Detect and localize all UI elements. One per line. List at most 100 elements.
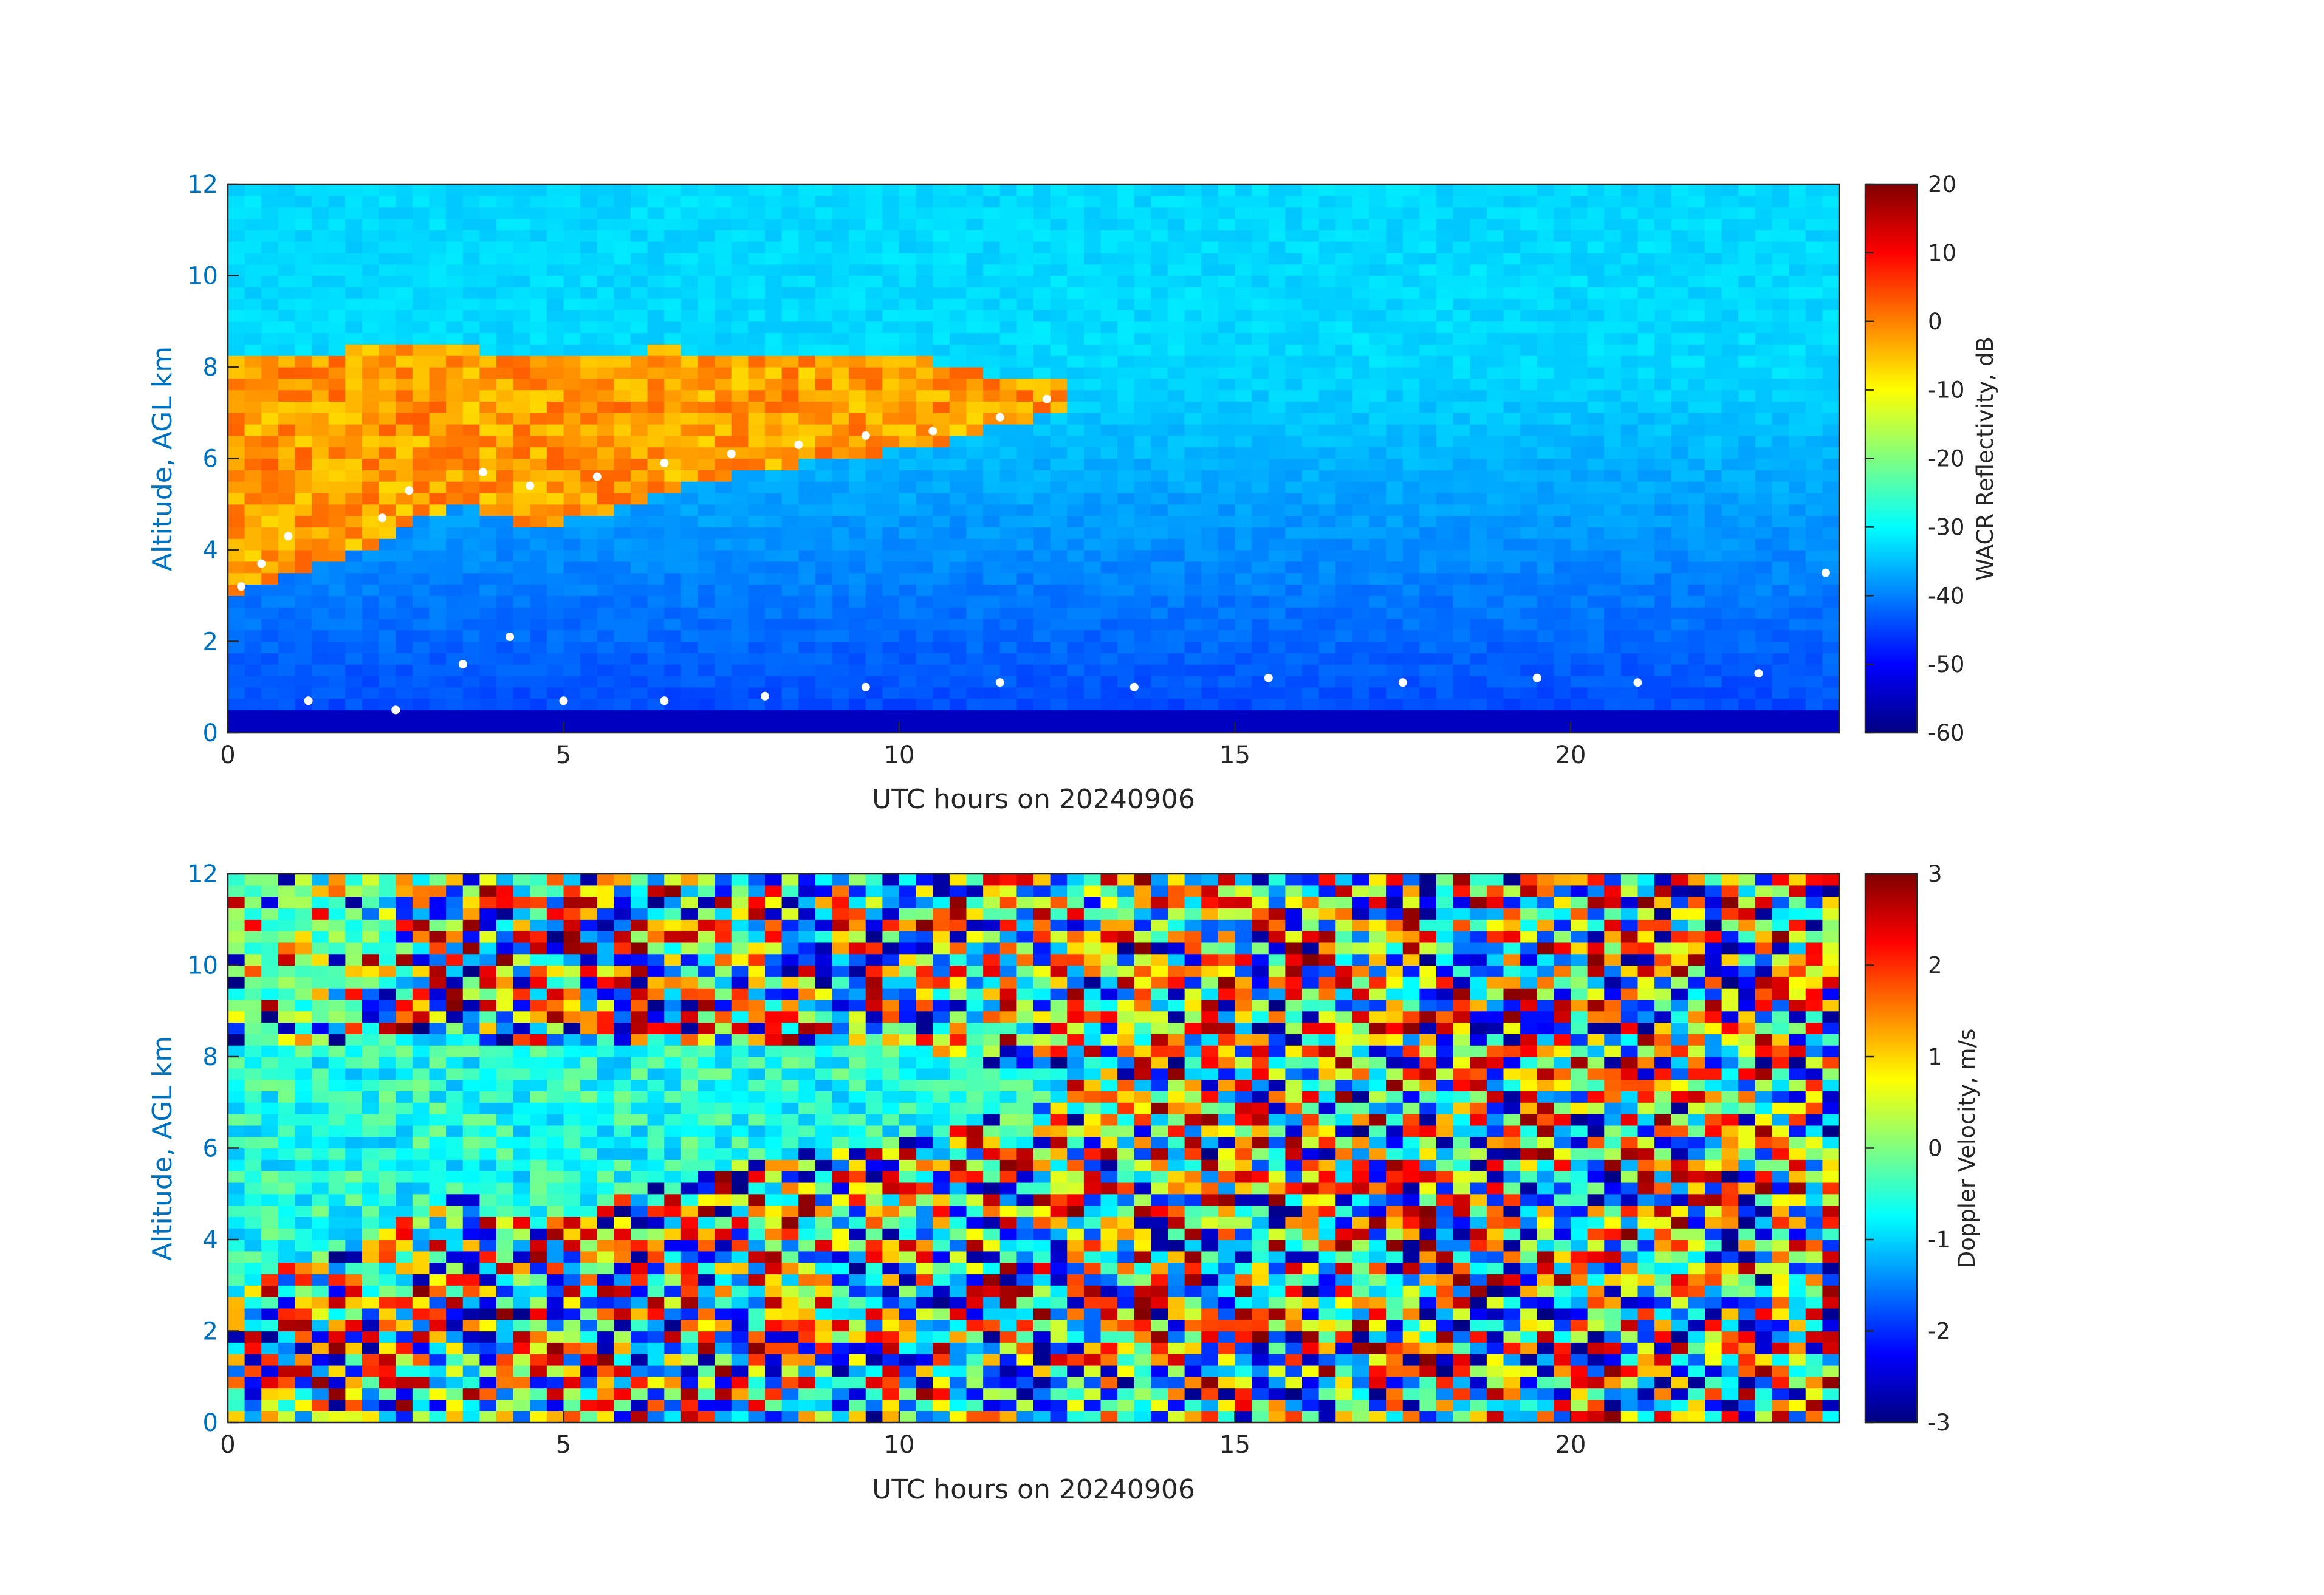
reflectivity-heatmap-cell: [1117, 664, 1135, 676]
reflectivity-heatmap-cell: [1436, 207, 1454, 219]
reflectivity-heatmap-cell: [597, 252, 614, 265]
reflectivity-heatmap-cell: [295, 629, 312, 642]
reflectivity-heatmap-cell: [1151, 710, 1168, 722]
reflectivity-heatmap-cell: [1789, 184, 1806, 196]
reflectivity-heatmap-cell: [1453, 721, 1470, 733]
reflectivity-heatmap-cell: [345, 504, 363, 516]
reflectivity-heatmap-cell: [244, 538, 262, 551]
reflectivity-heatmap-cell: [295, 687, 312, 699]
reflectivity-heatmap-cell: [1201, 378, 1219, 391]
velocity-heatmap-cell: [228, 1308, 245, 1320]
reflectivity-heatmap-cell: [815, 207, 833, 219]
velocity-heatmap-cell: [295, 919, 312, 931]
reflectivity-heatmap-cell: [1386, 275, 1404, 287]
reflectivity-heatmap-cell: [832, 230, 849, 242]
velocity-heatmap-cell: [261, 1331, 279, 1343]
reflectivity-heatmap-cell: [580, 321, 598, 334]
reflectivity-heatmap-cell: [899, 458, 917, 470]
reflectivity-heatmap-cell: [362, 344, 380, 356]
reflectivity-heatmap-cell: [849, 184, 866, 196]
reflectivity-heatmap-cell: [1067, 470, 1085, 482]
reflectivity-heatmap-cell: [1503, 252, 1521, 265]
reflectivity-heatmap-cell: [1688, 287, 1705, 299]
reflectivity-heatmap-cell: [328, 241, 346, 253]
reflectivity-heatmap-cell: [1486, 195, 1504, 208]
reflectivity-heatmap-cell: [261, 470, 279, 482]
reflectivity-heatmap-cell: [815, 492, 833, 505]
reflectivity-heatmap-cell: [429, 675, 447, 688]
velocity-heatmap-cell: [328, 1250, 346, 1263]
velocity-heatmap-cell: [228, 1091, 245, 1103]
reflectivity-heatmap-cell: [1486, 607, 1504, 619]
reflectivity-heatmap-cell: [882, 527, 900, 539]
reflectivity-heatmap-cell: [1654, 710, 1672, 722]
reflectivity-heatmap-cell: [966, 538, 984, 551]
reflectivity-heatmap-cell: [1571, 401, 1588, 413]
reflectivity-heatmap-cell: [244, 207, 262, 219]
reflectivity-heatmap-cell: [832, 515, 849, 527]
reflectivity-heatmap-cell: [1218, 298, 1236, 310]
reflectivity-heatmap-cell: [1671, 664, 1688, 676]
reflectivity-heatmap-cell: [1721, 195, 1739, 208]
reflectivity-heatmap-cell: [765, 664, 783, 676]
reflectivity-heatmap-cell: [1721, 309, 1739, 322]
velocity-heatmap-cell: [278, 908, 296, 920]
reflectivity-heatmap-cell: [1335, 504, 1353, 516]
reflectivity-heatmap-cell: [1755, 675, 1773, 688]
reflectivity-heatmap-cell: [1537, 561, 1554, 574]
reflectivity-heatmap-cell: [899, 721, 917, 733]
reflectivity-heatmap-cell: [379, 527, 396, 539]
reflectivity-heatmap-cell: [1805, 241, 1823, 253]
reflectivity-heatmap-cell: [949, 413, 967, 425]
reflectivity-heatmap-cell: [396, 458, 413, 470]
reflectivity-heatmap-cell: [1671, 698, 1688, 710]
reflectivity-heatmap-cell: [1571, 447, 1588, 459]
reflectivity-heatmap-cell: [1268, 355, 1286, 368]
reflectivity-heatmap-cell: [1268, 550, 1286, 562]
reflectivity-heatmap-cell: [631, 309, 648, 322]
reflectivity-heatmap-cell: [1705, 653, 1722, 665]
reflectivity-heatmap-cell: [882, 618, 900, 631]
reflectivity-heatmap-cell: [345, 218, 363, 230]
reflectivity-heatmap-cell: [462, 207, 480, 219]
reflectivity-heatmap-cell: [1688, 470, 1705, 482]
velocity-heatmap-cell: [228, 1297, 245, 1309]
reflectivity-heatmap-cell: [949, 287, 967, 299]
reflectivity-heatmap-cell: [731, 675, 749, 688]
reflectivity-heatmap-cell: [261, 527, 279, 539]
reflectivity-heatmap-cell: [1554, 252, 1571, 265]
reflectivity-heatmap-cell: [1772, 195, 1789, 208]
reflectivity-heatmap-cell: [446, 595, 464, 608]
reflectivity-heatmap-cell: [1520, 367, 1538, 379]
reflectivity-heatmap-cell: [312, 550, 329, 562]
reflectivity-heatmap-cell: [664, 584, 682, 596]
reflectivity-heatmap-cell: [1755, 264, 1773, 276]
reflectivity-heatmap-cell: [1671, 481, 1688, 493]
reflectivity-heatmap-cell: [614, 653, 631, 665]
reflectivity-heatmap-cell: [1520, 389, 1538, 402]
reflectivity-heatmap-cell: [412, 298, 430, 310]
reflectivity-heatmap-cell: [1184, 207, 1202, 219]
velocity-heatmap-cell: [278, 1250, 296, 1263]
reflectivity-heatmap-cell: [614, 595, 631, 608]
reflectivity-heatmap-cell: [647, 629, 665, 642]
reflectivity-heatmap-cell: [983, 298, 1001, 310]
reflectivity-heatmap-cell: [1151, 481, 1168, 493]
reflectivity-heatmap-cell: [882, 515, 900, 527]
reflectivity-heatmap-cell: [966, 207, 984, 219]
reflectivity-heatmap-cell: [664, 275, 682, 287]
reflectivity-heatmap-cell: [1318, 241, 1336, 253]
reflectivity-heatmap-cell: [698, 287, 715, 299]
velocity-heatmap-cell: [295, 1216, 312, 1229]
reflectivity-cloud-base-points: [237, 394, 1830, 715]
velocity-heatmap-cell: [228, 1342, 245, 1354]
reflectivity-heatmap-cell: [832, 378, 849, 391]
reflectivity-heatmap-cell: [1016, 447, 1034, 459]
reflectivity-heatmap-cell: [1117, 207, 1135, 219]
reflectivity-heatmap-cell: [530, 207, 547, 219]
reflectivity-heatmap-cell: [966, 298, 984, 310]
reflectivity-heatmap-cell: [1268, 527, 1286, 539]
reflectivity-heatmap-cell: [530, 561, 547, 574]
reflectivity-heatmap-cell: [731, 413, 749, 425]
